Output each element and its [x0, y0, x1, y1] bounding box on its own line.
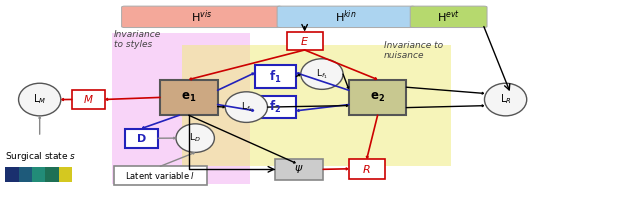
- FancyBboxPatch shape: [255, 96, 296, 118]
- Text: H$^{evt}$: H$^{evt}$: [437, 9, 460, 25]
- FancyBboxPatch shape: [410, 6, 487, 28]
- FancyBboxPatch shape: [277, 6, 415, 28]
- FancyBboxPatch shape: [182, 45, 451, 166]
- Text: L$_R$: L$_R$: [500, 93, 511, 106]
- Text: L$_{f_1}$: L$_{f_1}$: [316, 67, 328, 81]
- Text: $R$: $R$: [362, 163, 371, 175]
- Text: $\mathbf{D}$: $\mathbf{D}$: [136, 132, 147, 144]
- Text: $M$: $M$: [83, 93, 93, 105]
- Text: L$_M$: L$_M$: [33, 93, 46, 106]
- Ellipse shape: [176, 124, 214, 152]
- Text: Invariance to
nuisance: Invariance to nuisance: [384, 41, 443, 60]
- Text: H$^{vis}$: H$^{vis}$: [191, 9, 212, 25]
- Text: $\psi$: $\psi$: [294, 163, 304, 175]
- Text: L$_D$: L$_D$: [189, 132, 201, 144]
- FancyBboxPatch shape: [112, 33, 250, 184]
- Ellipse shape: [19, 83, 61, 116]
- FancyBboxPatch shape: [122, 6, 282, 28]
- FancyBboxPatch shape: [160, 80, 218, 115]
- Ellipse shape: [484, 83, 527, 116]
- FancyBboxPatch shape: [275, 159, 323, 180]
- FancyBboxPatch shape: [349, 159, 385, 178]
- Text: Surgical state $s$: Surgical state $s$: [5, 150, 76, 163]
- Text: H$^{kin}$: H$^{kin}$: [335, 9, 356, 25]
- Bar: [59, 167, 72, 182]
- Ellipse shape: [301, 59, 343, 89]
- Text: $\mathbf{f_2}$: $\mathbf{f_2}$: [269, 99, 282, 115]
- FancyBboxPatch shape: [114, 166, 207, 185]
- Bar: [32, 167, 45, 182]
- FancyBboxPatch shape: [255, 65, 296, 88]
- Ellipse shape: [225, 92, 268, 122]
- Text: $\mathbf{e_1}$: $\mathbf{e_1}$: [181, 91, 196, 104]
- Bar: [45, 167, 59, 182]
- Bar: [19, 167, 32, 182]
- Text: $\mathbf{e_2}$: $\mathbf{e_2}$: [370, 91, 385, 104]
- FancyBboxPatch shape: [72, 90, 105, 109]
- Bar: [5, 167, 19, 182]
- Text: Latent variable $l$: Latent variable $l$: [125, 170, 195, 181]
- Text: L$_{f_2}$: L$_{f_2}$: [241, 100, 252, 114]
- Text: $E$: $E$: [300, 35, 309, 47]
- Text: Invariance
to styles: Invariance to styles: [114, 30, 161, 49]
- FancyBboxPatch shape: [349, 80, 406, 115]
- FancyBboxPatch shape: [287, 32, 323, 50]
- Text: $\mathbf{f_1}$: $\mathbf{f_1}$: [269, 69, 282, 84]
- FancyBboxPatch shape: [125, 129, 158, 148]
